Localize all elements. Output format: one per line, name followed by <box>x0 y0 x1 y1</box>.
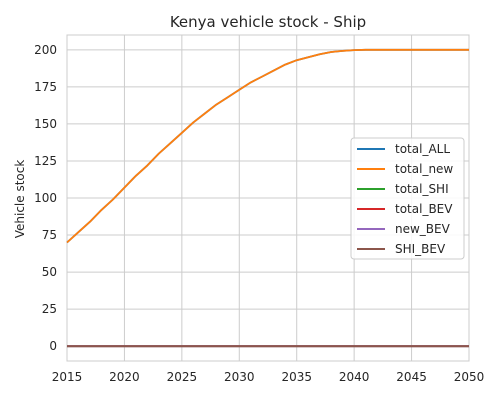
x-tick-label: 2040 <box>339 370 370 384</box>
y-tick-label: 50 <box>42 265 57 279</box>
legend-entry: total_BEV <box>395 202 453 216</box>
chart-title: Kenya vehicle stock - Ship <box>170 13 366 31</box>
legend-entry: total_ALL <box>395 142 450 156</box>
y-tick-label: 100 <box>34 191 57 205</box>
x-tick-label: 2035 <box>281 370 312 384</box>
legend-entry: SHI_BEV <box>395 242 446 256</box>
x-tick-label: 2050 <box>454 370 485 384</box>
series-line-total-new <box>66 48 469 244</box>
x-tick-label: 2020 <box>109 370 140 384</box>
x-tick-label: 2030 <box>224 370 255 384</box>
legend-entry: total_SHI <box>395 182 449 196</box>
y-axis-ticks: 0 25 50 75 100 125 150 175 200 <box>34 43 57 353</box>
y-tick-label: 75 <box>42 228 57 242</box>
y-tick-label: 0 <box>49 339 57 353</box>
y-tick-label: 25 <box>42 302 57 316</box>
legend-entry: new_BEV <box>395 222 451 236</box>
x-tick-label: 2025 <box>167 370 198 384</box>
y-tick-label: 150 <box>34 117 57 131</box>
legend-entry: total_new <box>395 162 453 176</box>
y-tick-label: 200 <box>34 43 57 57</box>
y-axis-label: Vehicle stock <box>13 160 27 239</box>
y-tick-label: 175 <box>34 80 57 94</box>
legend-box <box>350 137 465 260</box>
x-tick-label: 2045 <box>396 370 427 384</box>
y-tick-label: 125 <box>34 154 57 168</box>
series-lines <box>66 48 469 348</box>
plot-area-frame <box>66 34 470 362</box>
x-axis-ticks: 2015 2020 2025 2030 2035 2040 2045 2050 <box>52 370 485 384</box>
x-tick-label: 2015 <box>52 370 83 384</box>
legend: total_ALL total_new total_SHI total_BEV new_… <box>350 137 465 260</box>
